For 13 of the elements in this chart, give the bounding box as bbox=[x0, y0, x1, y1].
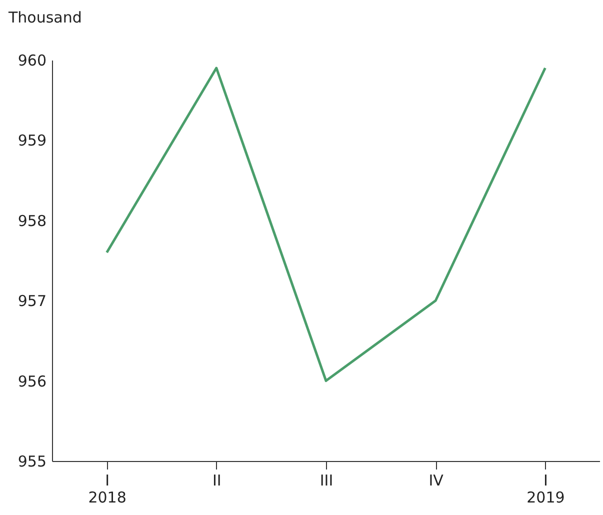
y-tick-label: 957 bbox=[18, 292, 46, 310]
y-tick-label: 956 bbox=[18, 372, 46, 390]
y-tick-label: 959 bbox=[18, 132, 46, 150]
y-axis-title: Thousand bbox=[8, 8, 82, 26]
x-tick-label: I 2019 bbox=[526, 472, 565, 506]
x-tick-label: IV bbox=[428, 472, 444, 490]
x-tick-label: III bbox=[320, 472, 334, 490]
y-tick-label: 955 bbox=[18, 452, 46, 470]
x-tick-label: I 2018 bbox=[88, 472, 126, 506]
y-tick-label: 958 bbox=[18, 212, 46, 230]
x-tick-label: II bbox=[212, 472, 222, 490]
y-tick-label: 960 bbox=[18, 52, 46, 70]
line-series bbox=[106, 66, 546, 382]
